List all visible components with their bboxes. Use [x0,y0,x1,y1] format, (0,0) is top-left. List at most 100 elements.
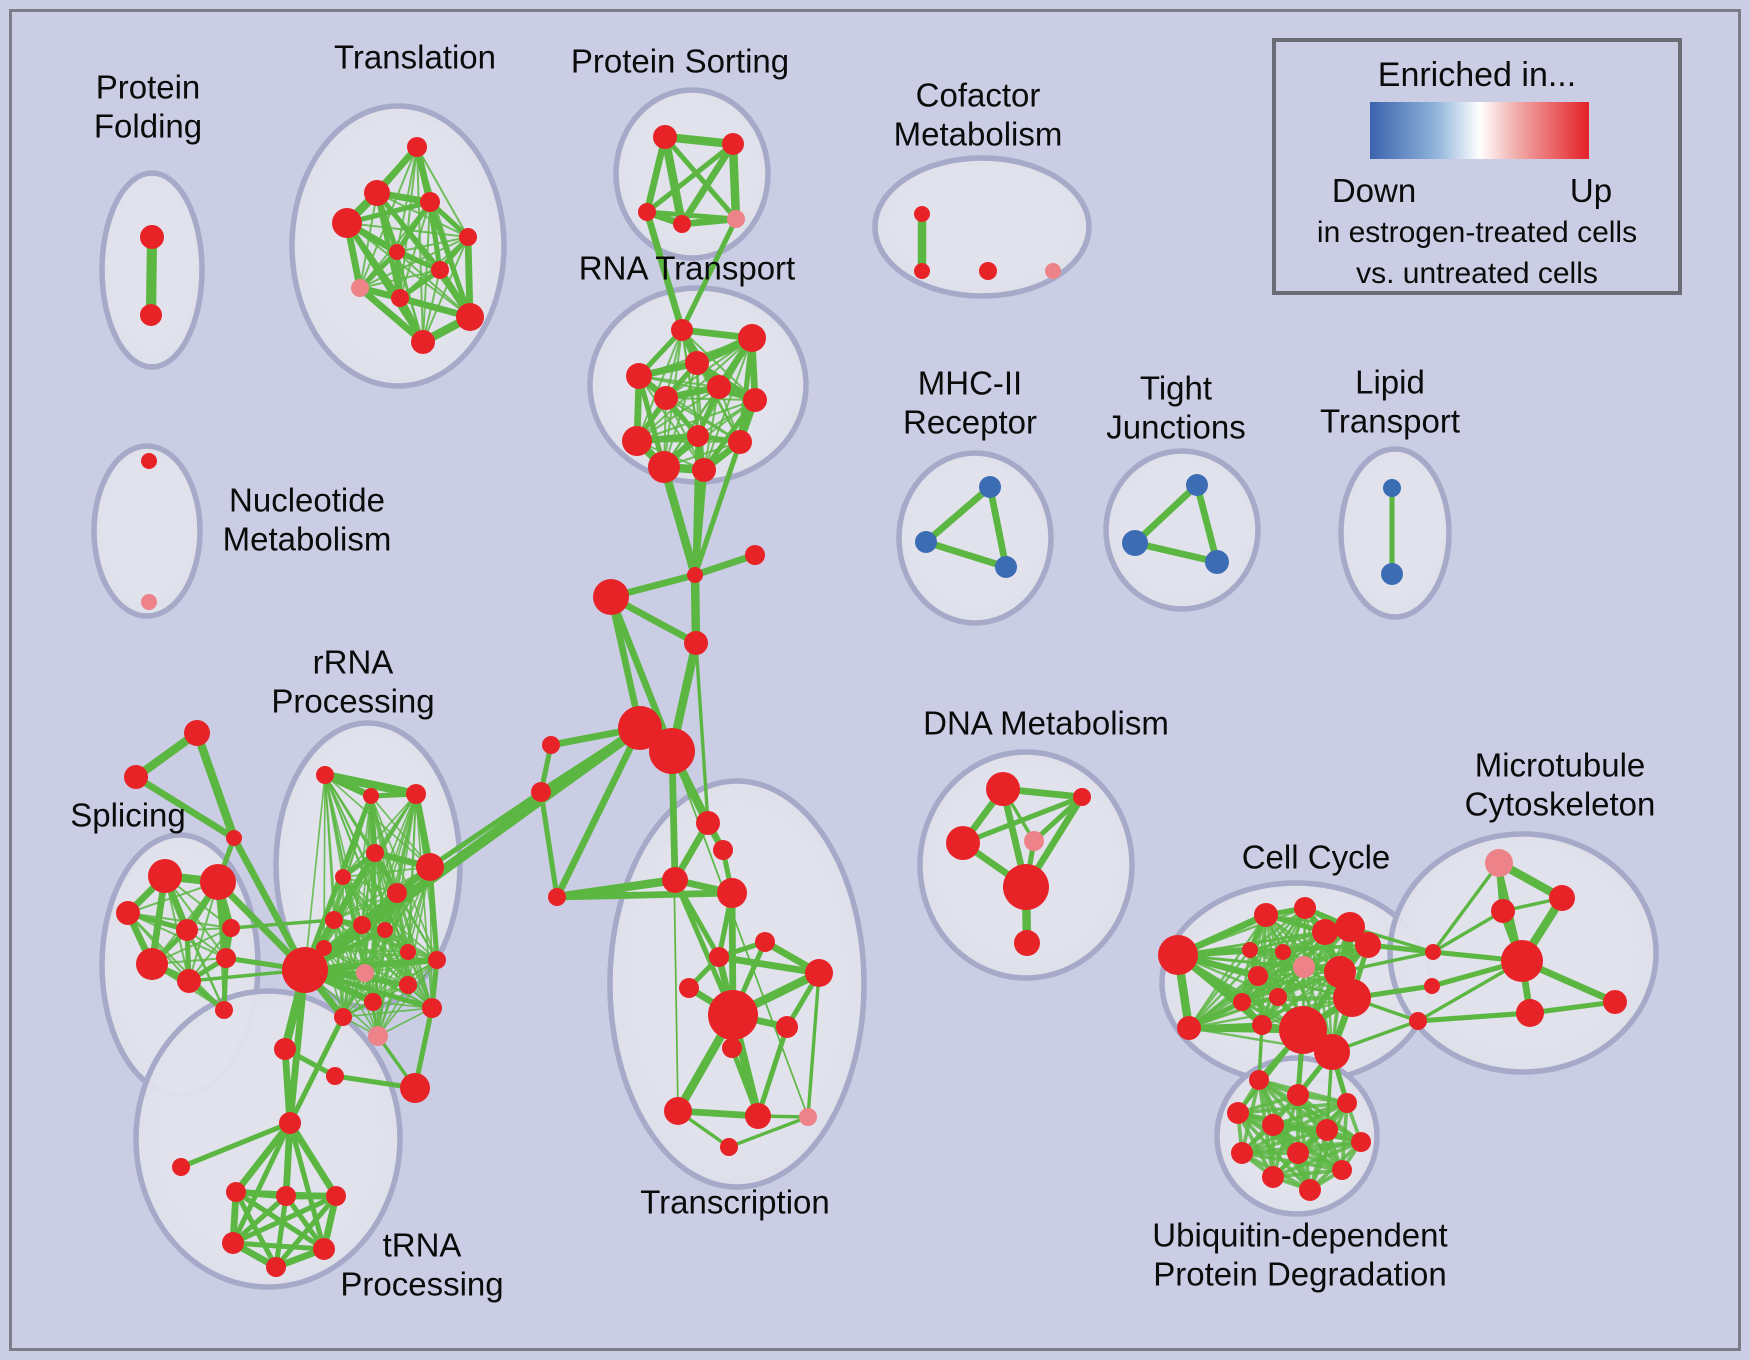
edge [1271,1168,1344,1179]
edge [638,375,705,471]
edge [715,953,823,977]
gene-set-node-red [326,1067,344,1085]
edge [127,912,227,959]
legend-caption-line2: vs. untreated cells [1356,257,1598,290]
edge [342,1007,433,1018]
gene-set-node-red [391,289,409,307]
gene-set-node-red [334,1008,352,1026]
cluster-ellipse-trna [133,988,403,1290]
gene-set-node-red [200,864,236,900]
cluster-label-tight-line1: Tight [1140,370,1212,407]
gene-set-node-pink [141,594,157,610]
gene-set-node-red [707,375,731,399]
edge [538,789,560,900]
gene-set-node-red [325,911,343,929]
gene-set-node-red [215,1001,233,1019]
gene-set-node-red [914,263,930,279]
gene-set-node-red [428,951,446,969]
gene-set-node-red [679,978,699,998]
gene-set-node-red [1073,788,1091,806]
edge [660,132,687,229]
edge [282,1119,294,1200]
gene-set-node-red [743,388,767,412]
gene-set-node-red [1424,978,1440,994]
edge [377,959,438,1037]
edge [1240,1128,1329,1155]
edge [1193,481,1221,566]
gene-set-node-red [140,304,162,326]
edge [643,133,669,216]
gene-set-node-red [1014,930,1040,956]
cluster-label-cofactor-line2: Metabolism [894,116,1063,153]
gene-set-node-blue [995,556,1017,578]
figure-frame [9,9,1741,1351]
gene-set-node-red [1355,932,1381,958]
gene-set-node-red [593,579,629,615]
cluster-label-rna-line1: RNA Transport [579,250,795,287]
cluster-label-transcription-line1: Transcription [640,1184,830,1221]
legend-title: Enriched in... [1377,56,1577,94]
gene-set-node-red [638,203,656,221]
cluster-label-cellcycle-line1: Cell Cycle [1242,839,1391,876]
edge [342,959,438,1018]
gene-set-node-red [685,351,709,375]
gene-set-node-red [728,430,752,454]
gene-set-node-blue [979,476,1001,498]
gene-set-node-red [266,1257,286,1277]
edge [396,251,471,318]
gene-set-node-pink [351,279,369,297]
edge [359,236,469,289]
gene-set-node-red [1177,1016,1201,1040]
gene-set-node-red [411,330,435,354]
gene-set-node-red [696,811,720,835]
edge [1415,1010,1533,1024]
gene-set-node-red [420,192,440,212]
gene-set-node-red [363,788,379,804]
gene-set-node-red [366,844,384,862]
gene-set-node-red [713,840,733,860]
cluster-ellipse-cofactor [872,155,1092,299]
edge [377,1007,433,1037]
gene-set-node-red [684,631,708,655]
gene-set-node-red [335,869,351,885]
edge [1527,999,1618,1016]
edge [232,1119,294,1196]
gene-set-node-red [745,1103,771,1129]
cluster-label-mhc-line2: Receptor [903,404,1037,441]
edge [368,793,378,856]
gene-set-node-red [364,993,382,1011]
legend-caption-line1: in estrogen-treated cells [1316,216,1638,249]
gene-set-node-red [1233,993,1251,1011]
edge [192,728,239,843]
gene-set-node-red [1254,903,1278,927]
edge [422,236,469,343]
gene-set-node-red [226,830,242,846]
edge [727,1115,810,1149]
edge [230,1120,293,1246]
edge [324,774,433,1009]
gene-set-node-red [531,782,551,802]
cluster-label-pf-line2: Folding [94,108,202,145]
edge [132,773,238,842]
edge [374,190,403,301]
edge [287,1014,346,1126]
cluster-label-lipid-line2: Transport [1320,403,1460,440]
gene-set-node-red [673,215,691,233]
cluster-label-trna-line1: tRNA [383,1227,462,1264]
gene-set-node-red [1003,864,1049,910]
gene-set-node-red [622,426,652,456]
gene-set-node-red [140,225,164,249]
gene-set-node-red [148,859,182,893]
gene-set-node-pink [368,1026,388,1046]
gene-set-node-blue [915,531,937,553]
gene-set-node-red [708,990,758,1040]
gene-set-node-red [400,944,416,960]
edge [701,397,758,473]
cluster-label-cofactor-line1: Cofactor [916,77,1041,114]
edge [681,329,756,401]
edge [1248,906,1307,952]
edge [678,140,737,228]
edge [1131,481,1201,547]
gene-set-node-red [1252,1015,1272,1035]
